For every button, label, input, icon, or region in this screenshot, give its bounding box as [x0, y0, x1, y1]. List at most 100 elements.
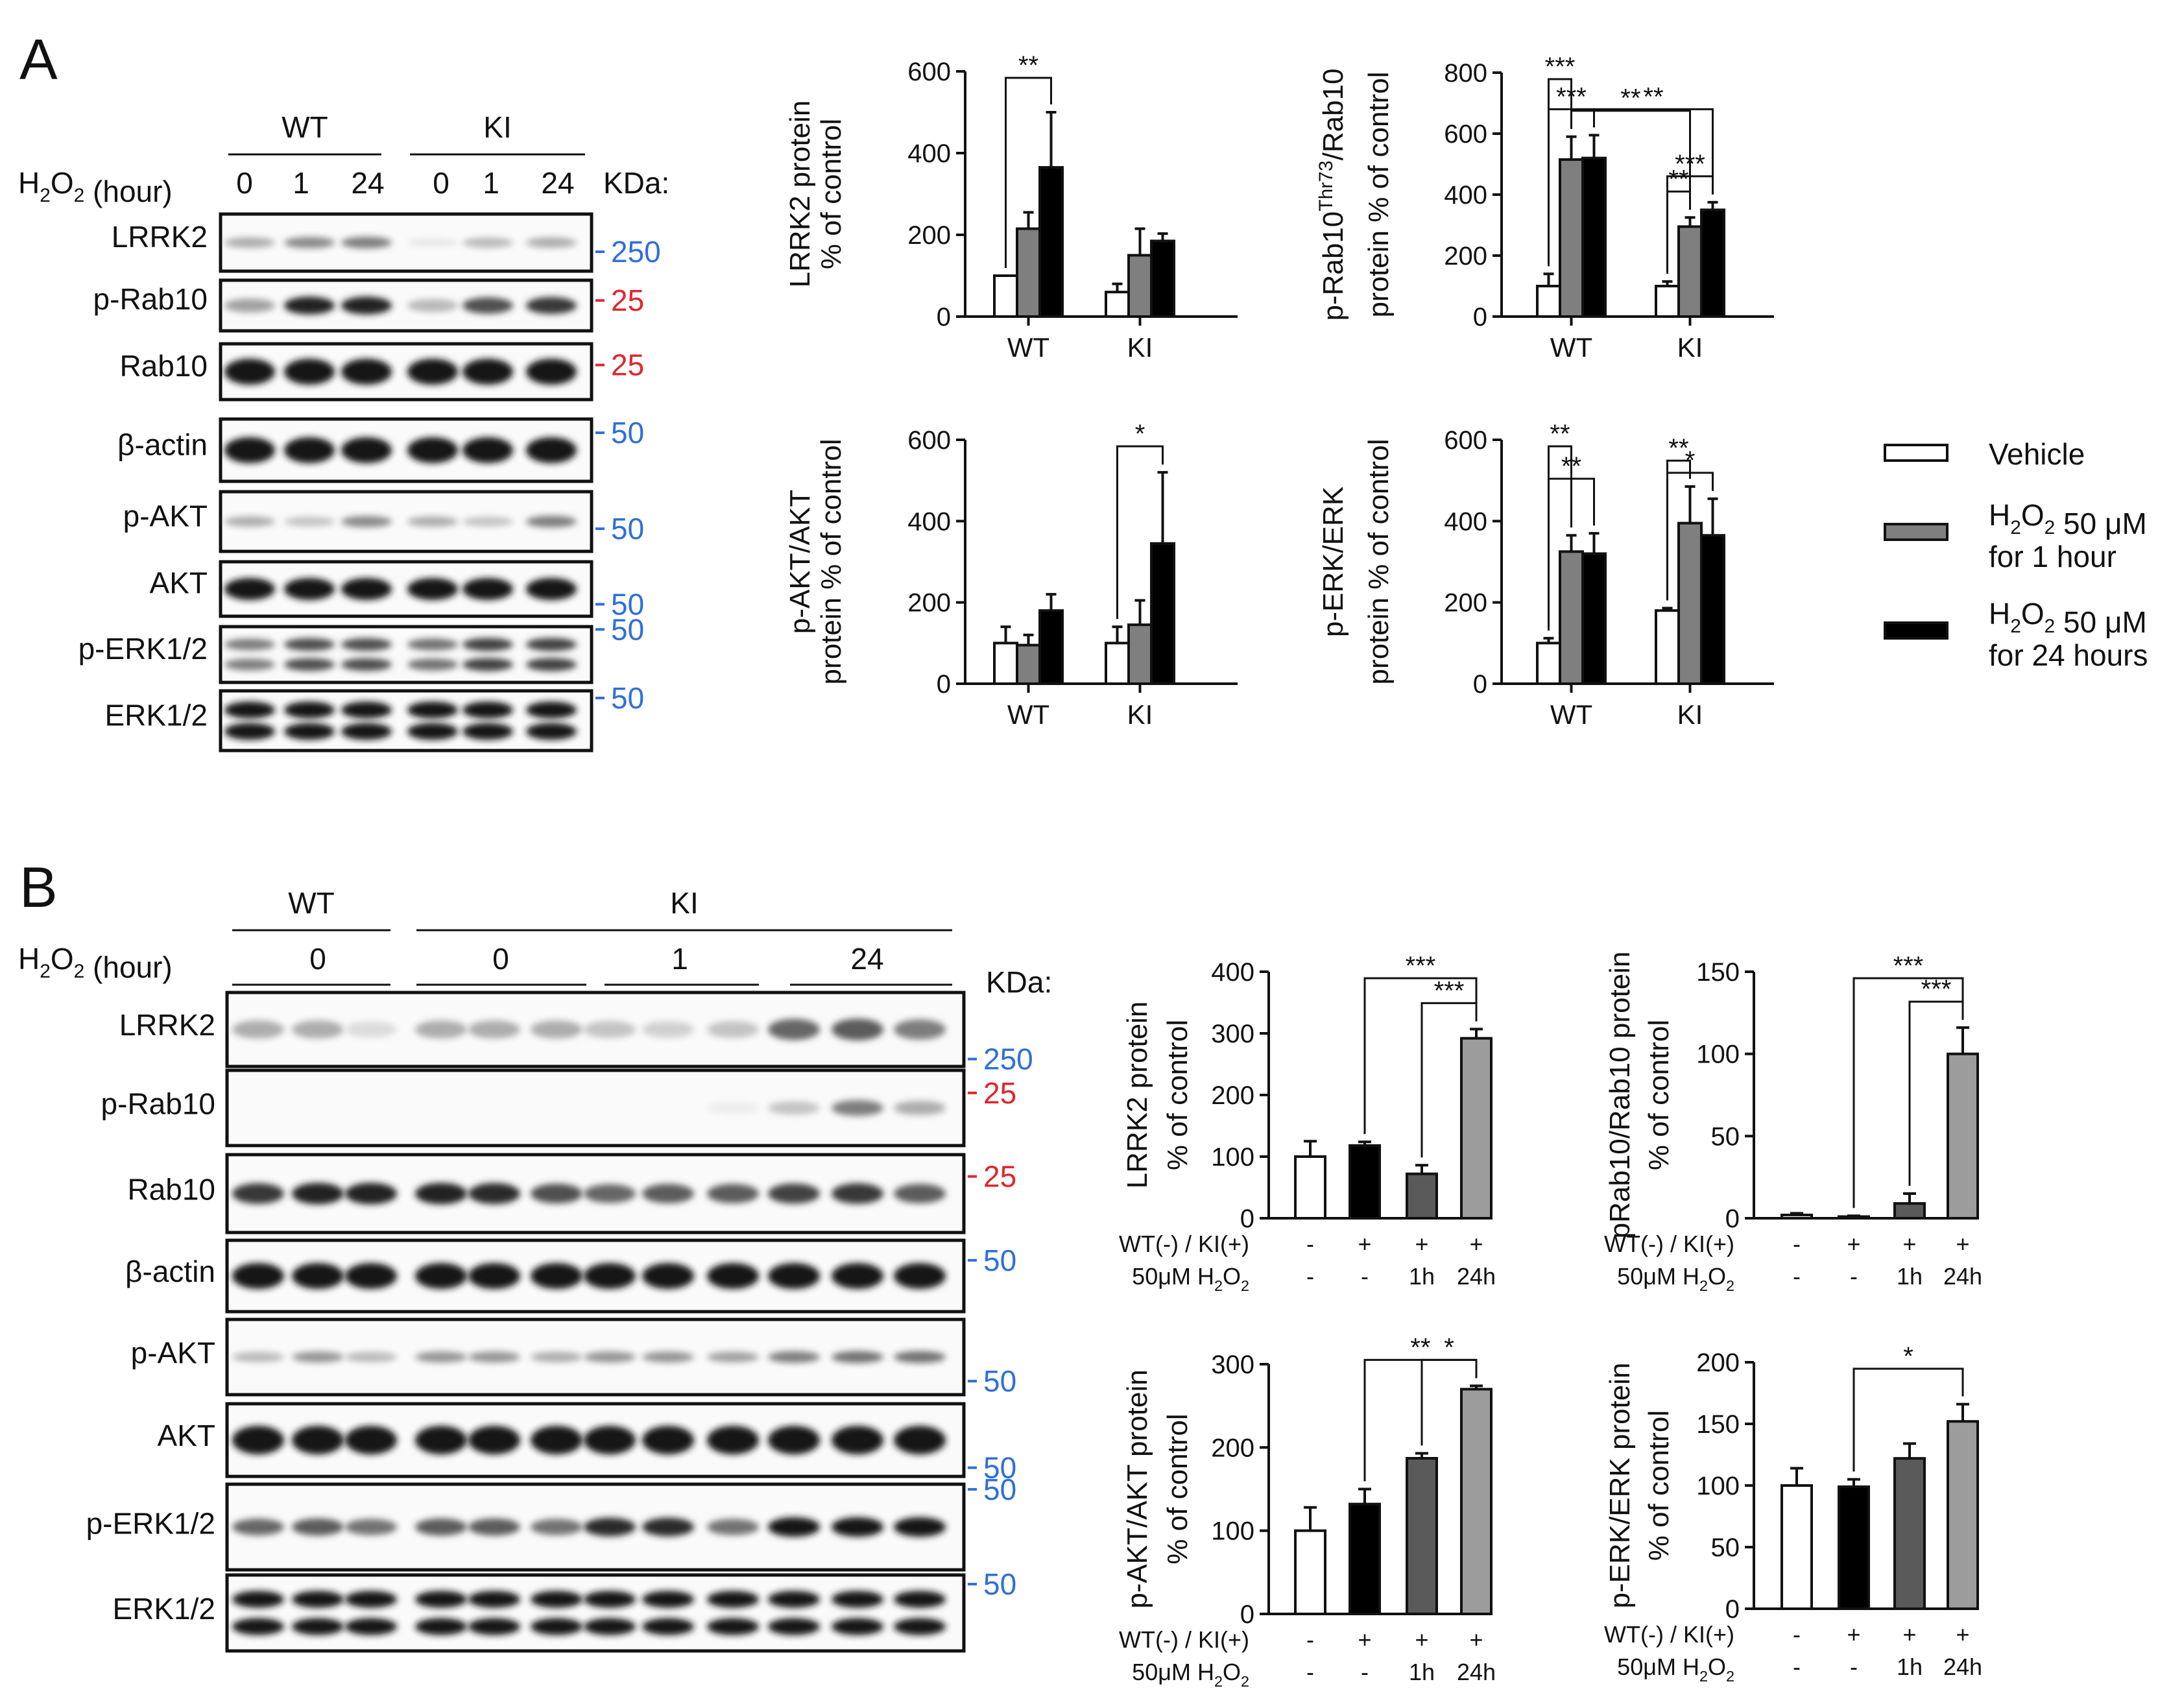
bar — [1581, 156, 1607, 318]
blot-band — [462, 723, 513, 740]
blot-band — [642, 1426, 694, 1454]
row2-value: 1h — [1897, 1263, 1923, 1290]
blot-band — [292, 1183, 344, 1205]
kda-marker: 50 — [611, 612, 644, 646]
blot-band — [584, 1517, 636, 1537]
blot-band — [526, 359, 577, 385]
blot-time-label: H2O2 (hour) — [18, 942, 173, 984]
blot-band — [232, 1020, 284, 1039]
row2-value: 24h — [1943, 1654, 1982, 1680]
blot-band — [407, 578, 458, 600]
bar — [1581, 552, 1607, 686]
blot-band — [232, 1519, 284, 1535]
blot-band — [468, 1426, 520, 1454]
blot-band — [468, 1351, 520, 1363]
legend-label: H2O2 50 μM — [1989, 498, 2147, 540]
blot-band — [224, 638, 275, 651]
row2-label: 50μM H2O2 — [1132, 1659, 1249, 1690]
significance-bracket — [1421, 1002, 1478, 1158]
kda-label: KDa: — [603, 166, 669, 200]
y-axis-label: p-ERK/ERK protein — [1604, 1362, 1636, 1608]
y-tick-label: 400 — [1211, 958, 1254, 987]
blot-band — [642, 1517, 694, 1537]
kda-marker: 50 — [611, 588, 644, 621]
bar — [1127, 254, 1153, 318]
blot-band — [345, 1263, 397, 1289]
blot-band — [292, 1426, 344, 1454]
row1-value: + — [1956, 1231, 1969, 1257]
blot-band — [894, 1019, 946, 1040]
significance-stars: ** — [1668, 434, 1688, 463]
y-tick-label: 200 — [907, 221, 951, 250]
bar — [1294, 1529, 1326, 1616]
y-tick-label: 600 — [1444, 426, 1487, 455]
y-tick-label: 200 — [1696, 1349, 1740, 1377]
x-category-label: WT — [1007, 699, 1049, 730]
bar — [1150, 542, 1175, 685]
blot-band — [468, 1183, 520, 1205]
blot-band — [224, 701, 275, 719]
row1-value: + — [1358, 1626, 1371, 1653]
bar — [1460, 1388, 1493, 1615]
significance-stars: * — [1903, 1342, 1913, 1371]
blot-row-label: LRRK2 — [112, 220, 208, 254]
blot-band — [768, 1618, 820, 1635]
blot-band — [832, 1517, 883, 1537]
blot-band — [232, 1183, 284, 1204]
bar — [1016, 644, 1041, 686]
legend-label: Vehicle — [1989, 437, 2085, 471]
blot-band — [415, 1426, 467, 1454]
row2-value: - — [1361, 1263, 1369, 1290]
legend-label: for 24 hours — [1989, 638, 2148, 672]
blot-band — [894, 1184, 946, 1203]
blot-group-label: KI — [483, 110, 511, 144]
blot-band — [224, 723, 275, 740]
y-tick-label: 50 — [1711, 1122, 1740, 1151]
significance-stars: ** — [1643, 82, 1663, 111]
blot-band — [832, 1618, 883, 1635]
blot-band — [462, 237, 513, 248]
bar-chart: 0 100 200 300 400 LRRK2 protein % of control - -… — [1119, 952, 1496, 1294]
blot-row-label: ERK1/2 — [112, 1592, 215, 1626]
legend-swatch — [1884, 621, 1948, 640]
kda-marker: 25 — [983, 1160, 1016, 1194]
blot-band — [642, 1021, 694, 1038]
row1-value: - — [1306, 1231, 1314, 1257]
blot-band — [707, 1519, 759, 1535]
y-tick-label: 200 — [1211, 1434, 1254, 1462]
y-tick-label: 0 — [1240, 1205, 1254, 1233]
significance-stars: ** — [1410, 1333, 1430, 1362]
blot-time-value: 24 — [541, 166, 574, 200]
blot-band — [894, 1618, 946, 1635]
blot-band — [407, 638, 458, 651]
x-category-label: WT — [1550, 332, 1592, 363]
blot-band — [642, 1618, 694, 1635]
blot-band — [707, 1184, 759, 1203]
blot-band — [584, 1618, 636, 1635]
blot-band — [832, 1351, 883, 1364]
blot-band — [232, 1426, 284, 1454]
significance-bracket — [1005, 77, 1052, 268]
y-tick-label: 600 — [907, 426, 951, 455]
blot-time-value: 0 — [433, 166, 450, 200]
significance-stars: ** — [1018, 51, 1038, 80]
blot-band — [407, 658, 458, 671]
blot-band — [284, 723, 335, 740]
blot-band — [584, 1020, 636, 1039]
y-axis-label: p-ERK/ERK — [1317, 487, 1349, 637]
blot-band — [232, 1352, 284, 1362]
significance-bracket — [1363, 977, 1478, 1135]
blot-band — [407, 437, 458, 463]
blot-band — [894, 1426, 946, 1454]
y-tick-label: 150 — [1696, 1410, 1740, 1439]
bar — [1349, 1502, 1381, 1616]
row2-value: 24h — [1943, 1263, 1982, 1290]
y-tick-label: 0 — [937, 670, 951, 699]
blot-row-label: β-actin — [117, 428, 208, 462]
blot-row-label: β-actin — [125, 1255, 215, 1288]
blot-time-value: 0 — [309, 942, 326, 976]
blot-band — [894, 1263, 946, 1289]
significance-stars: * — [1444, 1333, 1454, 1362]
blot-band — [526, 701, 577, 719]
blot-band — [462, 701, 513, 719]
